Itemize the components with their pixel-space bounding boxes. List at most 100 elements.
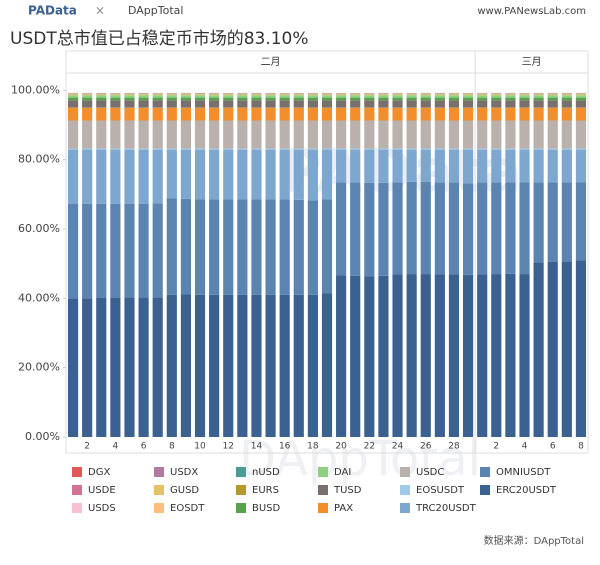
bar-segment: [195, 98, 205, 101]
bar-segment: [519, 100, 529, 107]
bar-segment: [477, 95, 487, 97]
bar-segment: [124, 95, 134, 97]
bar-segment: [280, 100, 290, 107]
legend-label: BUSD: [252, 503, 281, 514]
bar-segment: [364, 94, 374, 95]
bar-segment: [153, 98, 163, 101]
bar-segment: [463, 98, 473, 101]
bar-segment: [491, 183, 501, 275]
bar-segment: [223, 149, 233, 150]
bar-segment: [251, 108, 261, 120]
bar-segment: [435, 98, 445, 101]
bar-segment: [576, 182, 586, 260]
bar-segment: [167, 100, 177, 107]
bar-segment: [519, 120, 529, 148]
chart-title: USDT总市值已占稳定币市场的83.10%: [10, 29, 309, 49]
bar-segment: [421, 98, 431, 101]
bar-segment: [477, 183, 487, 275]
bar-segment: [392, 183, 402, 275]
x-tick-label: 26: [420, 442, 432, 452]
bar-segment: [96, 120, 106, 148]
legend-label: DGX: [88, 467, 110, 478]
bar-segment: [407, 108, 417, 120]
bar-segment: [167, 94, 177, 95]
bar-segment: [223, 150, 233, 200]
bar-segment: [505, 94, 515, 95]
bar-segment: [505, 95, 515, 97]
bar-segment: [237, 108, 247, 120]
legend-swatch: [72, 485, 82, 495]
bar-segment: [407, 150, 417, 182]
bar-segment: [96, 95, 106, 97]
bar-segment: [576, 98, 586, 101]
bar-segment: [265, 94, 275, 95]
bar-segment: [308, 120, 318, 148]
y-tick-label: 0.00%: [25, 430, 60, 443]
bar-segment: [68, 150, 78, 204]
bar-segment: [294, 94, 304, 95]
bar-segment: [237, 150, 247, 200]
bar-segment: [336, 149, 346, 150]
bar-segment: [435, 95, 445, 97]
bar-segment: [378, 94, 388, 95]
bar-segment: [336, 120, 346, 148]
bar-segment: [294, 98, 304, 101]
bar-segment: [534, 95, 544, 97]
bar-segment: [251, 94, 261, 95]
bar-segment: [139, 297, 149, 437]
bar-segment: [505, 150, 515, 183]
bar-segment: [392, 95, 402, 97]
bar-segment: [505, 108, 515, 120]
bar-segment: [181, 295, 191, 437]
bar-segment: [280, 108, 290, 120]
bar-segment: [477, 149, 487, 150]
x-tick-label: 4: [522, 442, 528, 452]
bar-segment: [181, 120, 191, 148]
legend-label: USDX: [170, 467, 198, 478]
bar-segment: [407, 149, 417, 150]
bar-segment: [491, 98, 501, 101]
legend-label: GUSD: [170, 485, 199, 496]
bar-segment: [449, 149, 459, 150]
bar-segment: [548, 149, 558, 150]
legend-label: DAI: [334, 467, 351, 478]
x-tick-label: 8: [169, 442, 175, 452]
bar-segment: [435, 94, 445, 95]
bar-segment: [181, 150, 191, 199]
bar-segment: [209, 95, 219, 97]
bar-segment: [294, 149, 304, 150]
bar-segment: [280, 150, 290, 200]
bar-segment: [153, 203, 163, 297]
bar-segment: [167, 98, 177, 101]
bar-segment: [562, 94, 572, 95]
bar-segment: [421, 94, 431, 95]
bar-segment: [153, 120, 163, 148]
bar-segment: [68, 149, 78, 150]
x-tick-label: 12: [223, 442, 234, 452]
legend-label: TRC20USDT: [415, 503, 477, 514]
bar-segment: [96, 108, 106, 120]
bar-segment: [548, 94, 558, 95]
bar-segment: [294, 95, 304, 97]
legend-swatch: [318, 467, 328, 477]
bar-segment: [562, 183, 572, 262]
bar-segment: [350, 108, 360, 120]
y-tick-label: 80.00%: [18, 153, 60, 166]
group-label: 三月: [522, 56, 542, 68]
bar-segment: [280, 98, 290, 101]
legend-swatch: [318, 503, 328, 513]
bar-segment: [308, 108, 318, 120]
bar-segment: [505, 274, 515, 437]
bar-segment: [251, 199, 261, 295]
bar-segment: [251, 149, 261, 150]
bar-segment: [364, 120, 374, 148]
bar-segment: [96, 98, 106, 101]
bar-segment: [378, 183, 388, 276]
bar-segment: [110, 108, 120, 120]
bar-segment: [534, 149, 544, 150]
bar-segment: [336, 275, 346, 437]
bar-segment: [477, 98, 487, 101]
bar-segment: [167, 149, 177, 150]
bar-segment: [110, 150, 120, 204]
bar-segment: [463, 94, 473, 95]
